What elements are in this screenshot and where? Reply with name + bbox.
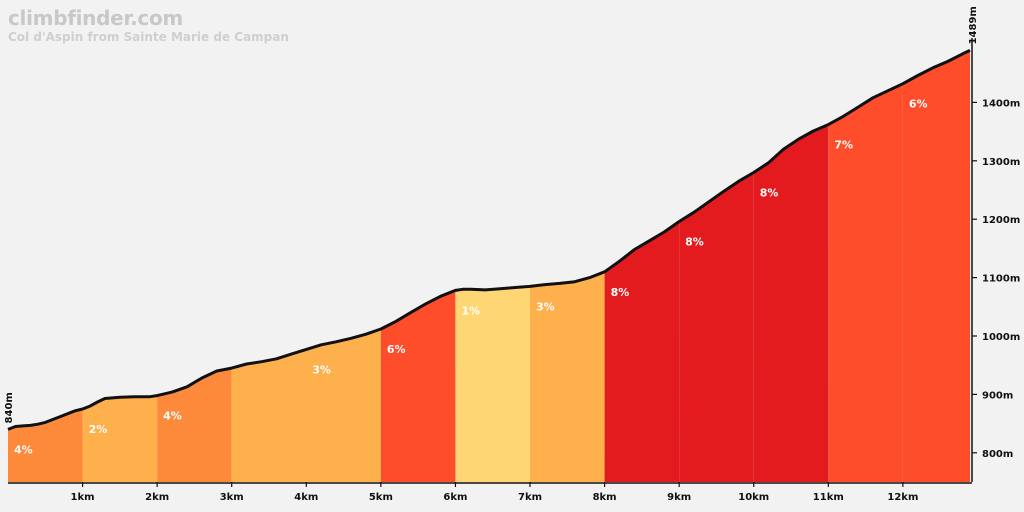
start-elevation-label: 840m: [4, 392, 15, 423]
brand-logo-text: climbfinder.com: [8, 6, 183, 30]
grade-label-4: 3%: [312, 363, 331, 376]
x-tick-label-8: 8km: [593, 492, 617, 503]
x-tick-label-5: 5km: [369, 492, 393, 503]
grade-label-9: 8%: [685, 236, 704, 249]
x-tick-label-2: 2km: [145, 492, 169, 503]
y-tick-label-5: 1200m: [982, 215, 1020, 226]
grade-label-7: 3%: [536, 300, 555, 313]
segment-fill-8: [604, 221, 680, 482]
profile-line: [7, 49, 971, 431]
segment-fill-3: [157, 368, 232, 482]
end-elevation-label: 1489m: [968, 6, 979, 44]
x-tick-label-3: 3km: [220, 492, 244, 503]
grade-label-5: 6%: [387, 343, 406, 356]
x-tick-label-1: 1km: [71, 492, 95, 503]
x-tick-label-6: 6km: [443, 492, 467, 503]
segment-fill-5: [380, 290, 456, 482]
segment-fill-11: [828, 83, 903, 482]
x-tick-label-4: 4km: [294, 492, 318, 503]
y-tick-label-1: 800m: [982, 449, 1013, 460]
y-tick-label-3: 1000m: [982, 332, 1020, 343]
y-tick-label-4: 1100m: [982, 274, 1020, 285]
grade-label-3: 4%: [163, 410, 182, 423]
grade-label-11: 7%: [834, 139, 853, 152]
segment-fill-2: [82, 395, 158, 482]
grade-label-2: 2%: [89, 423, 108, 436]
grade-label-8: 8%: [611, 286, 630, 299]
grade-label-1: 4%: [14, 443, 33, 456]
grade-label-12: 6%: [909, 98, 928, 111]
segment-fill-10: [753, 124, 829, 482]
x-tick-label-10: 10km: [738, 492, 769, 503]
x-tick-label-11: 11km: [813, 492, 844, 503]
grade-label-10: 8%: [760, 186, 779, 199]
segment-fill-12: [902, 50, 970, 483]
segment-fill-4: [231, 329, 381, 482]
y-tick-label-2: 900m: [982, 390, 1013, 401]
x-tick-label-7: 7km: [518, 492, 542, 503]
segment-fill-6: [455, 286, 531, 482]
y-tick-label-6: 1300m: [982, 157, 1020, 168]
segment-fill-1: [8, 409, 83, 482]
x-tick-label-12: 12km: [887, 492, 918, 503]
segment-fill-7: [530, 271, 605, 482]
y-tick-label-7: 1400m: [982, 98, 1020, 109]
segment-fill-9: [679, 172, 754, 482]
climb-subtitle: Col d'Aspin from Sainte Marie de Campan: [8, 30, 289, 44]
grade-label-6: 1%: [461, 304, 480, 317]
x-tick-label-9: 9km: [667, 492, 691, 503]
